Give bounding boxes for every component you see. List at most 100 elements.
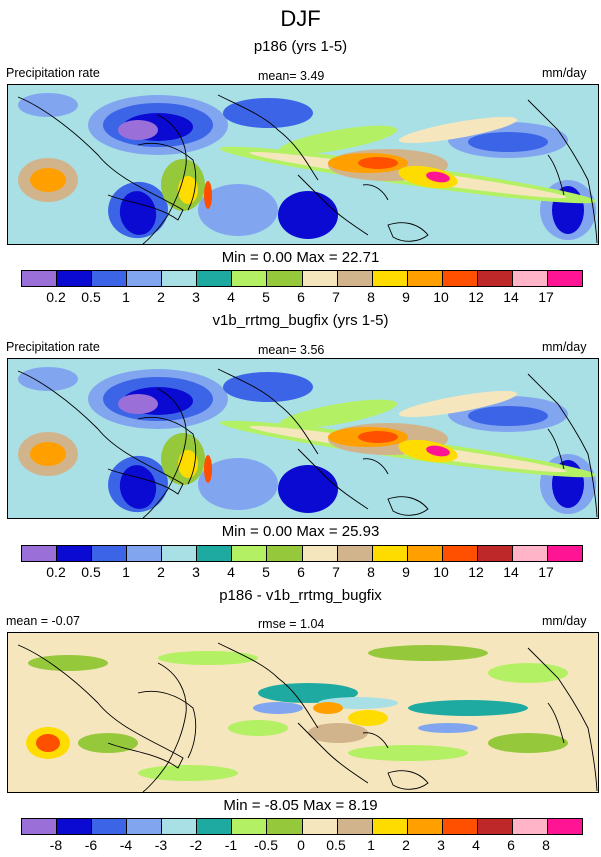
- coastline: [17, 370, 184, 495]
- colorbar-swatch: [442, 271, 478, 286]
- panel2-mean-label: mean= 3.56: [258, 343, 325, 357]
- panel1-minmax: Min = 0.00 Max = 22.71: [221, 249, 380, 266]
- field-contour-region: [36, 734, 60, 752]
- colorbar-swatch: [442, 819, 478, 834]
- field-contour-region: [253, 702, 303, 714]
- panel3-diff-field: [8, 633, 598, 792]
- colorbar-swatch: [57, 819, 93, 834]
- field-contour-region: [138, 765, 238, 781]
- colorbar-tick-label: 9: [402, 289, 410, 305]
- colorbar-tick-label: 6: [297, 564, 305, 580]
- colorbar-tick-label: 12: [468, 289, 484, 305]
- coastline: [297, 448, 369, 510]
- colorbar-tick-label: 10: [433, 564, 449, 580]
- colorbar-swatch: [477, 546, 513, 561]
- colorbar-tick-label: 12: [468, 564, 484, 580]
- field-contour-region: [204, 455, 212, 483]
- colorbar-swatch: [127, 271, 163, 286]
- colorbar-tick-label: 0.2: [46, 564, 66, 580]
- colorbar-swatch: [197, 819, 233, 834]
- panel1-colorbar-ticks: 0.2 0.5 1 2 3 4 5 6 7 8 9 10 12 14 17: [21, 289, 581, 305]
- field-contour-region: [198, 184, 278, 236]
- coastline: [297, 722, 369, 784]
- colorbar-swatch: [512, 271, 548, 286]
- colorbar-tick-label: 0.5: [81, 289, 101, 305]
- colorbar-tick-label: -2: [189, 837, 203, 853]
- colorbar-tick-label: 2: [157, 564, 165, 580]
- field-contour-region: [30, 442, 66, 466]
- field-contour-region: [278, 191, 338, 239]
- colorbar-tick-label: 5: [262, 564, 270, 580]
- coastline: [217, 642, 319, 729]
- colorbar-swatch: [547, 819, 582, 834]
- field-contour-region: [398, 390, 518, 418]
- panel3-rmse-label: rmse = 1.04: [258, 617, 325, 631]
- colorbar-swatch: [127, 819, 163, 834]
- colorbar-tick-label: 17: [538, 289, 554, 305]
- colorbar-swatch: [162, 546, 198, 561]
- colorbar-tick-label: 7: [332, 289, 340, 305]
- colorbar-tick-label: -4: [119, 837, 133, 853]
- field-contour-region: [118, 120, 158, 140]
- coastline: [137, 416, 197, 485]
- field-contour-region: [418, 723, 478, 733]
- colorbar-swatch: [92, 819, 128, 834]
- coastline: [527, 373, 598, 518]
- colorbar-tick-label: 1: [122, 289, 130, 305]
- colorbar-tick-label: -0.5: [253, 837, 279, 853]
- colorbar-swatch: [407, 546, 443, 561]
- field-contour-region: [258, 683, 358, 703]
- colorbar-swatch: [337, 546, 373, 561]
- colorbar-tick-label: 10: [433, 289, 449, 305]
- panel1-subtitle: p186 (yrs 1-5): [253, 38, 348, 55]
- colorbar-swatch: [547, 271, 582, 286]
- field-contour-region: [426, 445, 450, 457]
- colorbar-tick-label: 0: [297, 837, 305, 853]
- panel3-colorbar-ticks: -8 -6 -4 -3 -2 -1 -0.5 0 0.5 1 2 3 4 6 8: [21, 837, 581, 853]
- panel2-variable-label: Precipitation rate: [6, 340, 100, 354]
- field-contour-region: [278, 399, 398, 429]
- colorbar-swatch: [92, 271, 128, 286]
- coastline: [387, 496, 429, 516]
- field-contour-region: [30, 168, 66, 192]
- colorbar-tick-label: 8: [367, 564, 375, 580]
- colorbar-swatch: [337, 271, 373, 286]
- field-contour-region: [313, 702, 343, 714]
- colorbar-swatch: [512, 546, 548, 561]
- colorbar-swatch: [477, 819, 513, 834]
- colorbar-swatch: [197, 271, 233, 286]
- coastline: [387, 770, 429, 790]
- colorbar-tick-label: 3: [192, 564, 200, 580]
- colorbar-swatch: [547, 546, 582, 561]
- coastline: [217, 368, 319, 455]
- coastline: [142, 388, 187, 518]
- colorbar-swatch: [267, 271, 303, 286]
- colorbar-tick-label: 3: [437, 837, 445, 853]
- colorbar-tick-label: -1: [224, 837, 238, 853]
- colorbar-swatch: [232, 819, 268, 834]
- panel2-precip-field: [8, 359, 598, 518]
- colorbar-tick-label: 7: [332, 564, 340, 580]
- field-contour-region: [119, 465, 157, 509]
- coastline: [387, 222, 429, 242]
- panel3-units-label: mm/day: [542, 614, 587, 628]
- field-contour-region: [278, 125, 398, 155]
- field-contour-region: [308, 723, 368, 743]
- colorbar-swatch: [232, 546, 268, 561]
- field-contour-region: [223, 98, 313, 128]
- field-contour-region: [368, 645, 488, 661]
- colorbar-swatch: [162, 271, 198, 286]
- coastline: [17, 96, 184, 221]
- colorbar-tick-label: -6: [84, 837, 98, 853]
- colorbar-swatch: [197, 546, 233, 561]
- coastline: [142, 662, 187, 792]
- colorbar-tick-label: 6: [297, 289, 305, 305]
- panel1-units-label: mm/day: [542, 66, 587, 80]
- colorbar-swatch: [407, 819, 443, 834]
- colorbar-swatch: [372, 819, 408, 834]
- colorbar-swatch: [372, 546, 408, 561]
- colorbar-swatch: [407, 271, 443, 286]
- field-contour-region: [119, 191, 157, 235]
- panel3-minmax: Min = -8.05 Max = 8.19: [223, 797, 378, 814]
- coastline: [217, 94, 319, 181]
